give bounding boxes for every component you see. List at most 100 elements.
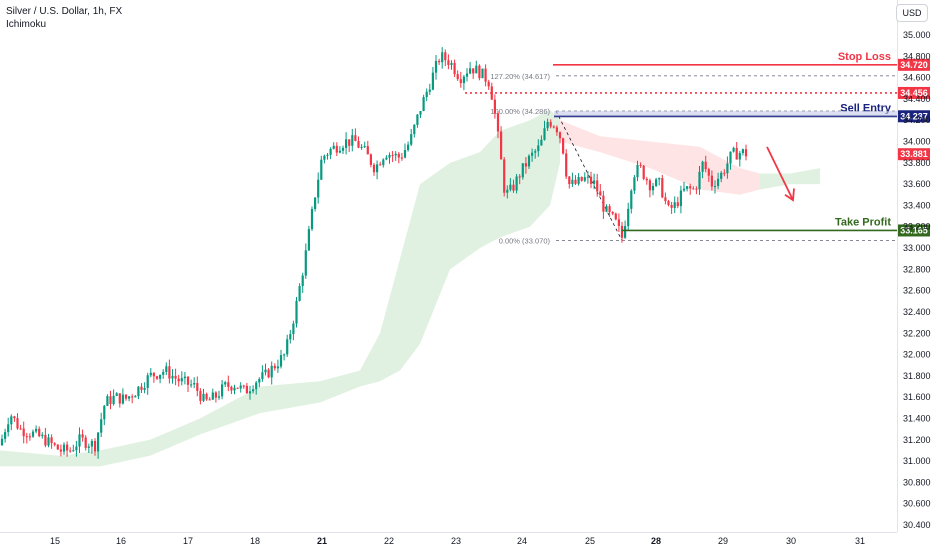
x-tick-label[interactable]: 18 xyxy=(250,536,260,546)
candle-body xyxy=(543,128,546,140)
candle-body xyxy=(174,375,177,379)
candle-body xyxy=(608,206,611,213)
candle-body xyxy=(698,171,701,190)
candle-body xyxy=(332,145,335,149)
y-tick-label[interactable]: 35.000 xyxy=(903,30,931,40)
y-tick-label[interactable]: 33.400 xyxy=(903,200,931,210)
indicator-label[interactable]: Ichimoku xyxy=(6,19,47,30)
candle-body xyxy=(354,135,357,142)
y-tick-label[interactable]: 32.200 xyxy=(903,328,931,338)
x-tick-label[interactable]: 24 xyxy=(517,536,527,546)
y-tick-label[interactable]: 32.600 xyxy=(903,286,931,296)
y-tick-label[interactable]: 30.400 xyxy=(903,520,931,530)
candle-body xyxy=(264,369,267,373)
candle-body xyxy=(639,164,642,166)
y-tick-label[interactable]: 33.000 xyxy=(903,243,931,253)
ichimoku-cloud-layer xyxy=(0,109,820,467)
x-tick-label[interactable]: 23 xyxy=(451,536,461,546)
y-tick-label[interactable]: 31.000 xyxy=(903,456,931,466)
y-tick-label[interactable]: 32.800 xyxy=(903,264,931,274)
candle-body xyxy=(230,386,233,391)
candle-body xyxy=(41,434,44,437)
y-tick-label[interactable]: 33.600 xyxy=(903,179,931,189)
candle-body xyxy=(214,392,217,398)
x-tick-label[interactable]: 21 xyxy=(317,536,327,546)
x-tick-label[interactable]: 31 xyxy=(855,536,865,546)
candle-body xyxy=(676,202,679,207)
candle-body xyxy=(267,369,270,378)
y-tick-label[interactable]: 31.800 xyxy=(903,371,931,381)
candle-body xyxy=(307,229,310,251)
candle-body xyxy=(438,61,441,63)
x-tick-label[interactable]: 28 xyxy=(651,536,661,546)
y-tick-label[interactable]: 34.800 xyxy=(903,51,931,61)
y-tick-label[interactable]: 34.600 xyxy=(903,73,931,83)
level-price-tag-0 xyxy=(898,58,930,71)
candle-body xyxy=(670,205,673,208)
level-price-tag-1 xyxy=(898,86,930,99)
candle-body xyxy=(692,188,695,190)
x-axis[interactable]: 15 16 17 18 21 22 23 24 25 28 29 30 31 xyxy=(50,536,865,546)
y-tick-label[interactable]: 34.400 xyxy=(903,94,931,104)
y-tick-label[interactable]: 31.600 xyxy=(903,392,931,402)
x-tick-label[interactable]: 15 xyxy=(50,536,60,546)
candle-body xyxy=(407,144,410,151)
candle-body xyxy=(341,147,345,151)
y-axis[interactable]: 35.000 34.800 34.600 34.400 34.200 34.000 33.8… xyxy=(903,30,931,530)
candle-body xyxy=(217,396,221,398)
candle-body xyxy=(630,190,633,209)
x-tick-label[interactable]: 30 xyxy=(786,536,796,546)
candle-body xyxy=(208,399,211,401)
y-tick-label[interactable]: 31.400 xyxy=(903,413,931,423)
candle-body xyxy=(462,76,465,84)
candle-body xyxy=(425,91,428,98)
candle-body xyxy=(159,374,162,379)
y-tick-label[interactable]: 32.000 xyxy=(903,350,931,360)
candle-body xyxy=(186,376,190,385)
ichimoku-cloud-bullish-2 xyxy=(760,168,820,190)
y-tick-label[interactable]: 34.200 xyxy=(903,115,931,125)
y-tick-label[interactable]: 34.000 xyxy=(903,137,931,147)
y-tick-label[interactable]: 32.400 xyxy=(903,307,931,317)
candle-body xyxy=(369,154,372,165)
y-tick-label[interactable]: 30.800 xyxy=(903,477,931,487)
candle-body xyxy=(624,226,627,238)
candle-body xyxy=(10,416,13,425)
fib-trend-line xyxy=(555,110,623,241)
candle-body xyxy=(496,113,500,132)
x-tick-label[interactable]: 22 xyxy=(384,536,394,546)
candle-body xyxy=(627,208,630,227)
candle-body xyxy=(72,450,75,452)
currency-button[interactable]: USD xyxy=(896,4,928,22)
candle-body xyxy=(419,110,422,115)
candle-body xyxy=(25,436,28,438)
candle-body xyxy=(394,153,397,156)
x-tick-label[interactable]: 17 xyxy=(183,536,193,546)
y-tick-label[interactable]: 30.600 xyxy=(903,499,931,509)
candle-body xyxy=(701,161,704,172)
candle-body xyxy=(84,437,87,448)
candle-body xyxy=(713,186,717,188)
candle-body xyxy=(146,375,149,388)
candle-body xyxy=(689,186,692,189)
candle-body xyxy=(515,176,518,191)
candle-body xyxy=(81,434,84,438)
level-price-label-2: 34.237 xyxy=(900,111,928,121)
y-tick-label[interactable]: 33.200 xyxy=(903,222,931,232)
y-tick-label[interactable]: 33.800 xyxy=(903,158,931,168)
x-tick-label[interactable]: 29 xyxy=(718,536,728,546)
candle-body xyxy=(431,72,434,90)
y-tick-label[interactable]: 31.200 xyxy=(903,435,931,445)
candle-body xyxy=(493,99,496,114)
candle-body xyxy=(586,176,589,178)
candle-body xyxy=(140,386,143,390)
candle-body xyxy=(0,438,4,446)
candle-body xyxy=(366,146,369,155)
candle-body xyxy=(38,428,41,437)
candle-body xyxy=(558,132,562,139)
x-tick-label[interactable]: 16 xyxy=(116,536,126,546)
x-tick-label[interactable]: 25 xyxy=(585,536,595,546)
candle-body xyxy=(686,186,689,189)
